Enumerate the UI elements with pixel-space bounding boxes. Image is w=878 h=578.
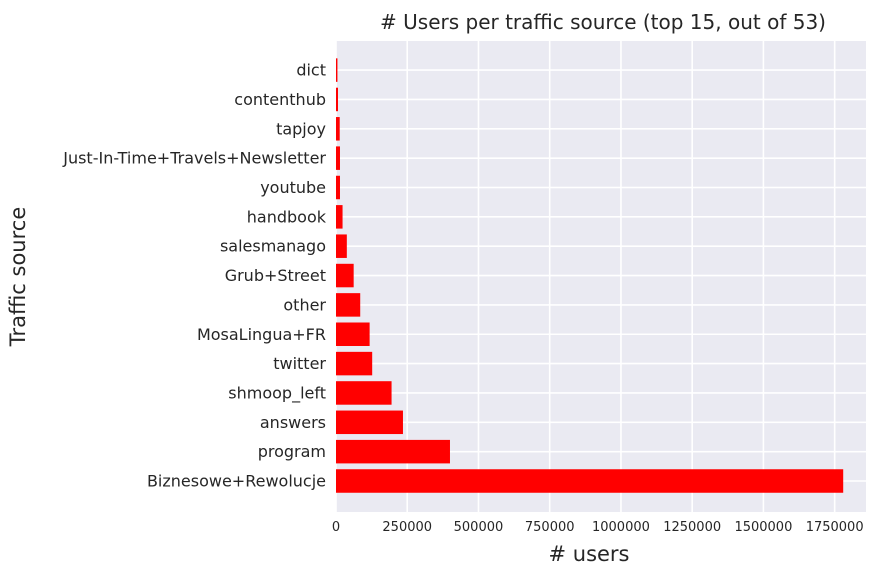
bar-contenthub (336, 87, 338, 112)
category-label: twitter (273, 354, 326, 373)
x-tick-label: 250000 (382, 520, 432, 535)
category-labels: Biznesowe+Rewolucje program answers shmoop_… (62, 61, 326, 491)
bar-Just-In-Time+Travels+Newsletter (336, 146, 340, 170)
x-tick-label: 1250000 (663, 520, 721, 535)
x-tick-labels: 0 250000 500000 750000 1000000 1250000 1500000… (332, 520, 864, 535)
category-label: salesmanago (220, 237, 326, 256)
category-label: tapjoy (276, 119, 326, 138)
bar-twitter (336, 351, 373, 376)
category-label: shmoop_left (228, 383, 326, 403)
category-label: answers (260, 413, 326, 432)
category-label: handbook (247, 207, 327, 226)
category-label: MosaLingua+FR (197, 325, 326, 344)
category-label: youtube (260, 178, 326, 197)
category-label: Just-In-Time+Travels+Newsletter (62, 149, 326, 168)
x-tick-label: 0 (332, 520, 340, 535)
x-tick-label: 1750000 (806, 520, 864, 535)
bar-dict (336, 58, 338, 82)
bar-MosaLingua+FR (336, 322, 370, 346)
chart-title: # Users per traffic source (top 15, out … (380, 10, 826, 34)
y-axis-label: Traffic source (6, 207, 30, 348)
bar-handbook (336, 205, 343, 229)
category-label: Biznesowe+Rewolucje (147, 472, 326, 491)
x-tick-label: 500000 (454, 520, 504, 535)
x-tick-label: 750000 (525, 520, 575, 535)
bar-Grub+Street (336, 263, 354, 288)
category-label: contenthub (234, 90, 326, 109)
bar-tapjoy (336, 117, 340, 141)
x-tick-label: 1500000 (734, 520, 792, 535)
category-label: program (258, 442, 326, 461)
bar-shmoop_left (336, 381, 392, 405)
bar-Biznesowe+Rewolucje (336, 469, 844, 493)
bar-answers (336, 410, 403, 435)
bars (336, 58, 844, 493)
category-label: other (283, 295, 326, 314)
bar-program (336, 439, 450, 464)
x-axis-label: # users (548, 542, 629, 566)
category-label: Grub+Street (225, 266, 326, 285)
bar-salesmanago (336, 234, 347, 258)
category-label: dict (296, 61, 326, 80)
bar-other (336, 293, 361, 317)
plot-background (336, 41, 866, 512)
bar-youtube (336, 175, 340, 200)
x-tick-label: 1000000 (592, 520, 650, 535)
